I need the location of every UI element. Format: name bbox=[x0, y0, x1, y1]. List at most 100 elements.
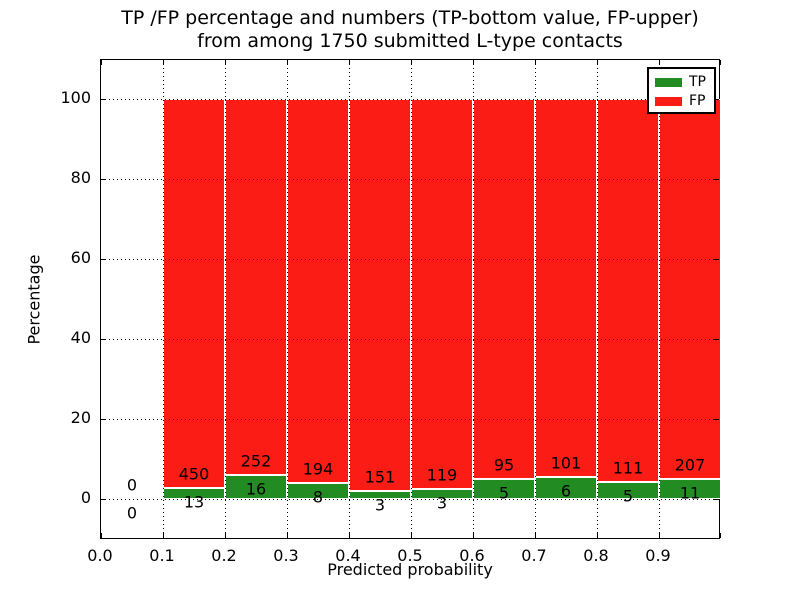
x-tick-mark bbox=[225, 533, 226, 538]
x-tick-label: 0.8 bbox=[583, 546, 609, 565]
y-tick-label: 40 bbox=[70, 328, 91, 347]
tp-count-label: 16 bbox=[245, 479, 267, 499]
x-tick-mark bbox=[535, 533, 536, 538]
x-tick-label: 0.1 bbox=[149, 546, 175, 565]
y-tick-label: 20 bbox=[70, 408, 91, 427]
bar-segment-fp bbox=[287, 99, 349, 483]
tp-color-swatch bbox=[655, 78, 682, 87]
y-tick-mark bbox=[101, 179, 106, 180]
y-tick-mark bbox=[101, 99, 106, 100]
v-gridline bbox=[349, 60, 350, 538]
h-gridline bbox=[101, 179, 719, 180]
v-gridline bbox=[411, 60, 412, 538]
fp-count-label: 151 bbox=[364, 467, 396, 487]
tp-count-label: 6 bbox=[560, 481, 572, 501]
tp-count-label: 3 bbox=[374, 495, 386, 515]
x-tick-label: 0.5 bbox=[397, 546, 423, 565]
x-tick-label: 0.0 bbox=[87, 546, 113, 565]
x-tick-mark bbox=[720, 60, 721, 65]
x-tick-label: 0.9 bbox=[645, 546, 671, 565]
y-tick-label: 60 bbox=[70, 248, 91, 267]
h-gridline bbox=[101, 499, 719, 500]
y-tick-mark bbox=[101, 339, 106, 340]
chart-title-line1: TP /FP percentage and numbers (TP-bottom… bbox=[121, 7, 699, 29]
fp-count-label: 0 bbox=[126, 475, 138, 495]
x-tick-mark bbox=[225, 60, 226, 65]
x-tick-mark bbox=[287, 60, 288, 65]
v-gridline bbox=[225, 60, 226, 538]
x-tick-label: 0.7 bbox=[521, 546, 547, 565]
bar-segment-fp bbox=[225, 99, 287, 475]
x-tick-label: 0.4 bbox=[335, 546, 361, 565]
x-axis-label: Predicted probability bbox=[327, 560, 493, 579]
bar-segment-fp bbox=[535, 99, 597, 477]
x-tick-mark bbox=[720, 533, 721, 538]
y-tick-mark bbox=[714, 99, 719, 100]
y-tick-mark bbox=[714, 259, 719, 260]
bar-segment-fp bbox=[411, 99, 473, 489]
v-gridline bbox=[659, 60, 660, 538]
x-tick-mark bbox=[597, 60, 598, 65]
legend: TP FP bbox=[647, 67, 716, 114]
fp-count-label: 95 bbox=[493, 455, 515, 475]
y-tick-label: 0 bbox=[80, 488, 91, 507]
fp-count-label: 101 bbox=[550, 453, 582, 473]
fp-count-label: 194 bbox=[302, 459, 334, 479]
x-tick-mark bbox=[101, 533, 102, 538]
y-tick-mark bbox=[101, 499, 106, 500]
x-tick-label: 0.2 bbox=[211, 546, 237, 565]
h-gridline bbox=[101, 99, 719, 100]
plot-area: 0 0 450 13 252 16 194 8 151 3 119 3 95 5 101 6 111 5 207 11 bbox=[100, 59, 721, 539]
tp-count-label: 5 bbox=[622, 486, 634, 506]
h-gridline bbox=[101, 259, 719, 260]
v-gridline bbox=[473, 60, 474, 538]
y-tick-mark bbox=[714, 499, 719, 500]
fp-count-label: 252 bbox=[240, 451, 272, 471]
v-gridline bbox=[287, 60, 288, 538]
tp-count-label: 0 bbox=[126, 503, 138, 523]
y-tick-label: 80 bbox=[70, 168, 91, 187]
x-tick-mark bbox=[163, 60, 164, 65]
y-axis-label: Percentage bbox=[24, 254, 44, 345]
legend-item-fp: FP bbox=[655, 92, 708, 111]
y-tick-mark bbox=[101, 419, 106, 420]
tp-count-label: 13 bbox=[183, 492, 205, 512]
chart-title-line2: from among 1750 submitted L-type contact… bbox=[197, 30, 623, 52]
v-gridline bbox=[597, 60, 598, 538]
v-gridline bbox=[535, 60, 536, 538]
x-tick-mark bbox=[349, 533, 350, 538]
x-tick-mark bbox=[411, 60, 412, 65]
bar-segment-fp bbox=[473, 99, 535, 479]
y-tick-mark bbox=[101, 259, 106, 260]
x-tick-mark bbox=[535, 60, 536, 65]
bar-segment-fp bbox=[349, 99, 411, 491]
bar-segment-tp bbox=[225, 475, 287, 499]
fp-count-label: 111 bbox=[612, 458, 644, 478]
chart-title: TP /FP percentage and numbers (TP-bottom… bbox=[100, 7, 720, 53]
bar-segment-fp bbox=[597, 99, 659, 482]
tp-count-label: 3 bbox=[436, 493, 448, 513]
h-gridline bbox=[101, 339, 719, 340]
x-tick-mark bbox=[597, 533, 598, 538]
x-tick-mark bbox=[659, 533, 660, 538]
tp-count-label: 11 bbox=[679, 483, 701, 503]
tp-count-label: 5 bbox=[498, 483, 510, 503]
x-tick-mark bbox=[473, 533, 474, 538]
v-gridline bbox=[163, 60, 164, 538]
x-tick-mark bbox=[163, 533, 164, 538]
x-tick-mark bbox=[411, 533, 412, 538]
legend-label-tp: TP bbox=[689, 74, 706, 90]
fp-count-label: 207 bbox=[674, 455, 706, 475]
bar-segment-fp bbox=[163, 99, 225, 488]
x-tick-mark bbox=[473, 60, 474, 65]
y-tick-label: 100 bbox=[60, 88, 91, 107]
x-tick-mark bbox=[101, 60, 102, 65]
x-tick-mark bbox=[349, 60, 350, 65]
fp-count-label: 450 bbox=[178, 464, 210, 484]
x-tick-label: 0.6 bbox=[459, 546, 485, 565]
h-gridline bbox=[101, 419, 719, 420]
fp-color-swatch bbox=[655, 97, 682, 106]
legend-item-tp: TP bbox=[655, 73, 708, 92]
y-tick-mark bbox=[714, 179, 719, 180]
